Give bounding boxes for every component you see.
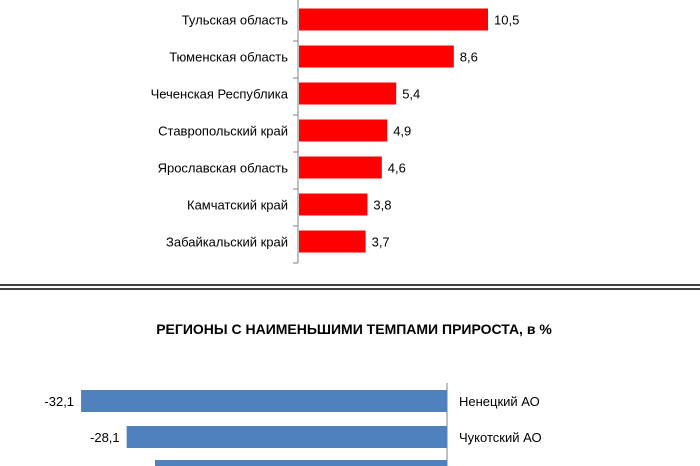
top-bar-4 bbox=[299, 156, 382, 179]
bottom-value-label: -32,1 bbox=[44, 394, 74, 409]
top-bar-6 bbox=[299, 230, 366, 253]
top-bar-0 bbox=[299, 8, 488, 31]
top-value-label: 4,9 bbox=[393, 124, 411, 139]
top-value-label: 3,7 bbox=[372, 235, 390, 250]
bottom-bar-0 bbox=[81, 390, 447, 412]
bottom-category-label: Чукотский АО bbox=[459, 430, 542, 445]
chart-title-lowest-growth: РЕГИОНЫ С НАИМЕНЬШИМИ ТЕМПАМИ ПРИРОСТА, … bbox=[156, 321, 552, 337]
top-category-label: Тульская область bbox=[182, 13, 288, 28]
top-category-label: Ставропольский край bbox=[158, 124, 288, 139]
top-value-label: 3,8 bbox=[373, 198, 391, 213]
top-category-label: Тюменская область bbox=[169, 50, 288, 65]
top-value-label: 4,6 bbox=[388, 161, 406, 176]
top-category-label: Ярославская область bbox=[158, 161, 289, 176]
top-bar-1 bbox=[299, 45, 454, 68]
top-value-label: 8,6 bbox=[460, 50, 478, 65]
bottom-bar-partial bbox=[155, 460, 447, 466]
section-divider bbox=[0, 284, 700, 290]
top-category-label: Чеченская Республика bbox=[151, 87, 289, 102]
top-category-label: Забайкальский край bbox=[166, 235, 288, 250]
top-value-label: 5,4 bbox=[402, 87, 420, 102]
lowest-growth-chart: Ненецкий АО -32,1 Чукотский АО -28,1 bbox=[44, 383, 542, 466]
top-bar-2 bbox=[299, 82, 397, 105]
top-growth-chart: Тульская область 10,5 Тюменская область 8,6… bbox=[151, 0, 519, 264]
top-value-label: 10,5 bbox=[494, 13, 519, 28]
top-bar-5 bbox=[299, 193, 368, 216]
bottom-category-label: Ненецкий АО bbox=[459, 394, 540, 409]
top-bar-3 bbox=[299, 119, 388, 142]
bottom-value-label: -28,1 bbox=[90, 430, 120, 445]
top-category-label: Камчатский край bbox=[187, 198, 288, 213]
bottom-bar-1 bbox=[126, 426, 447, 448]
